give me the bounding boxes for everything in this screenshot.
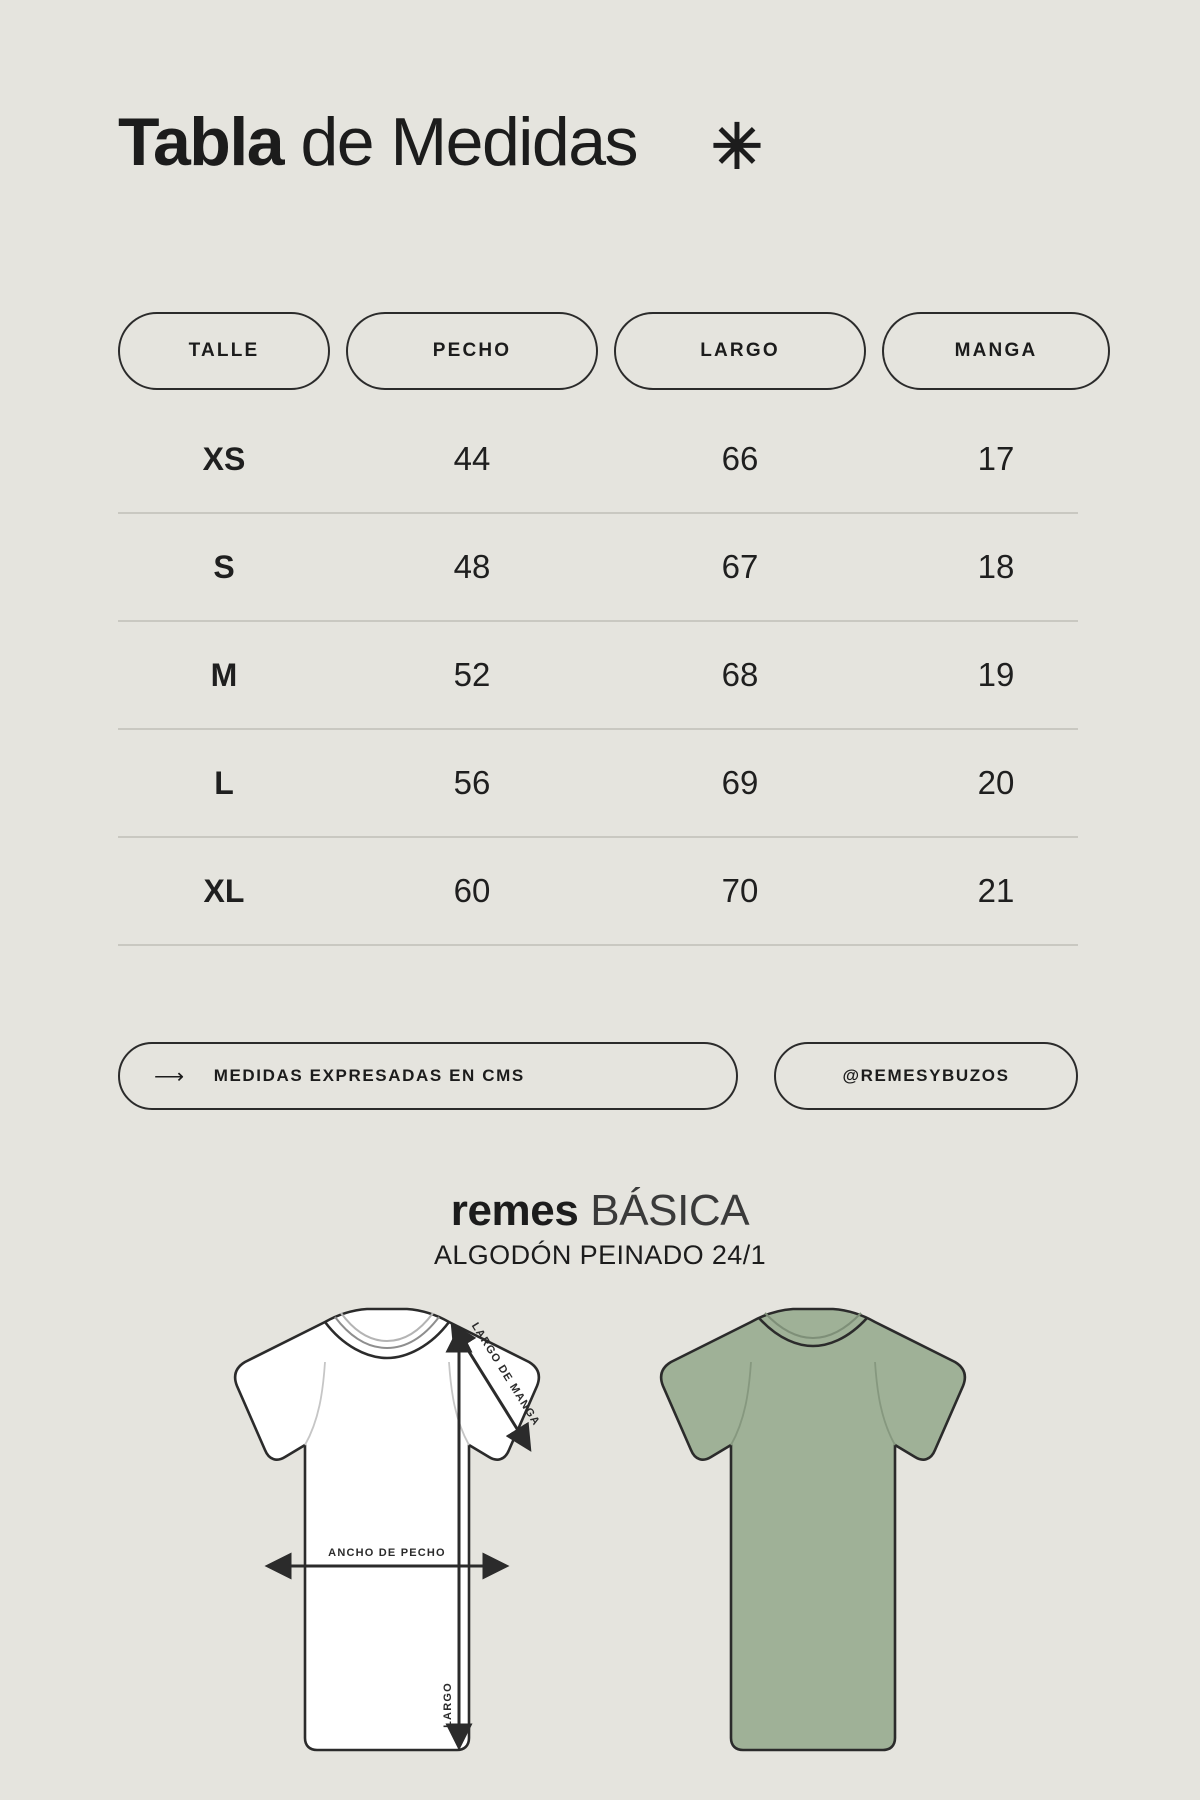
asterisk-icon: ✳ [711, 113, 763, 182]
cell-largo: 66 [721, 440, 759, 477]
chest-dimension-label: ANCHO DE PECHO [328, 1547, 446, 1559]
brand-name: remes BÁSICA [0, 1186, 1200, 1235]
cell-manga: 19 [977, 656, 1015, 693]
cell-manga: 17 [977, 440, 1015, 477]
cell-talle: XS [202, 440, 246, 477]
cell-largo: 70 [721, 872, 759, 909]
instagram-handle-label: @REMESYBUZOS [842, 1066, 1010, 1085]
brand-subtitle: ALGODÓN PEINADO 24/1 [433, 1240, 767, 1271]
page-title: Tabla de Medidas [118, 108, 639, 176]
column-header-pecho: PECHO [346, 312, 598, 390]
instagram-handle-pill[interactable]: @REMESYBUZOS [774, 1042, 1078, 1110]
table-row: XS 44 66 17 [118, 406, 1078, 514]
tee-front-diagram: ANCHO DE PECHO LARGO LARGO DE MANGA [207, 1300, 567, 1760]
cell-talle: XL [203, 872, 245, 909]
page-title-light: de Medidas [283, 104, 638, 180]
brand-name-bold: remes [450, 1186, 579, 1235]
table-header-row: TALLE PECHO LARGO MANGA [118, 312, 1110, 390]
cell-manga: 21 [977, 872, 1015, 909]
cell-largo: 67 [721, 548, 759, 585]
column-header-talle: TALLE [118, 312, 330, 390]
cell-pecho: 52 [453, 656, 491, 693]
cell-talle: S [213, 548, 235, 585]
column-header-largo: LARGO [614, 312, 866, 390]
cell-talle: M [210, 656, 238, 693]
column-header-manga: MANGA [882, 312, 1110, 390]
cell-largo: 69 [721, 764, 759, 801]
table-body: XS 44 66 17 S 48 67 18 M 52 68 19 L 56 6… [118, 406, 1078, 946]
table-row: L 56 69 20 [118, 730, 1078, 838]
brand-block: remes BÁSICA ALGODÓN PEINADO 24/1 [0, 1186, 1200, 1271]
arrow-right-icon: ⟶ [154, 1064, 186, 1088]
footer-notes: ⟶ MEDIDAS EXPRESADAS EN CMS @REMESYBUZOS [118, 1042, 1078, 1110]
units-note-label: MEDIDAS EXPRESADAS EN CMS [213, 1066, 525, 1085]
cell-manga: 20 [977, 764, 1015, 801]
length-dimension-label: LARGO [442, 1682, 454, 1728]
cell-pecho: 56 [453, 764, 491, 801]
page-header: Tabla de Medidas ✳ [118, 108, 1078, 182]
cell-largo: 68 [721, 656, 759, 693]
cell-pecho: 60 [453, 872, 491, 909]
tee-diagrams: ANCHO DE PECHO LARGO LARGO DE MANGA [0, 1300, 1200, 1800]
table-row: XL 60 70 21 [118, 838, 1078, 946]
measurements-table: TALLE PECHO LARGO MANGA XS 44 66 17 S 48… [118, 312, 1110, 946]
units-note-pill: ⟶ MEDIDAS EXPRESADAS EN CMS [118, 1042, 738, 1110]
tee-back-diagram [633, 1300, 993, 1760]
cell-manga: 18 [977, 548, 1015, 585]
table-row: S 48 67 18 [118, 514, 1078, 622]
cell-pecho: 44 [453, 440, 491, 477]
page-title-bold: Tabla [118, 104, 285, 180]
table-row: M 52 68 19 [118, 622, 1078, 730]
cell-talle: L [214, 764, 234, 801]
cell-pecho: 48 [453, 548, 491, 585]
brand-name-light: BÁSICA [590, 1186, 750, 1235]
